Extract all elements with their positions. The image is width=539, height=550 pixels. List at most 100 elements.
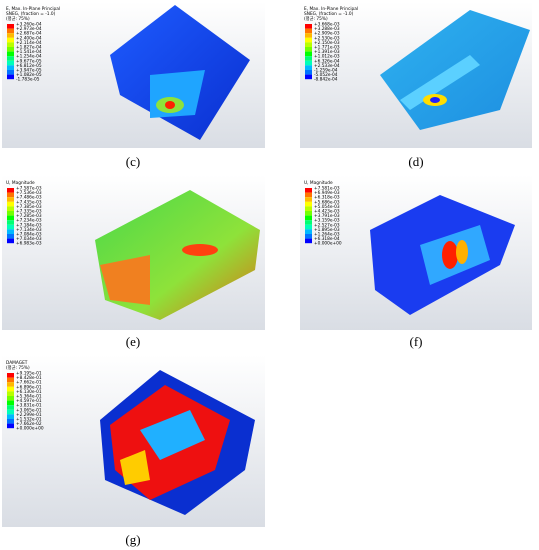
legend-value: +9.677e-05 bbox=[16, 58, 42, 64]
legend-swatch bbox=[305, 206, 312, 211]
legend-value: +3.791e-03 bbox=[314, 213, 340, 219]
legend-swatch bbox=[7, 201, 14, 207]
legend-title: U, Magnitude bbox=[304, 180, 333, 186]
legend-swatch bbox=[7, 405, 14, 410]
legend-value: +1.532e-01 bbox=[16, 417, 42, 423]
legend-swatch bbox=[7, 373, 14, 378]
legend-swatch bbox=[7, 409, 14, 415]
legend-value: +3.159e-03 bbox=[314, 218, 340, 224]
legend-swatch bbox=[7, 386, 14, 392]
legend-value: +7.587e-03 bbox=[16, 186, 42, 192]
legend-title: (평균: 75%) bbox=[6, 15, 30, 22]
legend-swatch bbox=[7, 391, 14, 396]
legend-swatch bbox=[7, 211, 14, 216]
legend-value: +7.662e-01 bbox=[16, 380, 42, 386]
legend-swatch bbox=[7, 396, 14, 401]
legend-value: +2.299e-01 bbox=[16, 412, 42, 418]
legend: U, Magnitude+7.587e-03+7.536e-03+7.486e-… bbox=[6, 180, 42, 247]
legend-value: +2.114e-04 bbox=[16, 40, 42, 46]
legend-swatch bbox=[305, 33, 312, 38]
legend-swatch bbox=[305, 201, 312, 207]
legend-title: E, Max. In-Plane Principal bbox=[304, 6, 358, 12]
legend-swatch bbox=[7, 192, 14, 198]
legend-value: +6.812e-05 bbox=[16, 63, 42, 69]
legend-value: +0.000e+00 bbox=[16, 426, 44, 432]
legend-swatch bbox=[7, 382, 14, 387]
legend-title: E, Max. In-Plane Principal bbox=[6, 6, 60, 12]
panel-label: (d) bbox=[408, 154, 423, 169]
legend-swatch bbox=[7, 206, 14, 211]
legend-value: +6.896e-01 bbox=[16, 384, 42, 390]
legend-swatch bbox=[305, 234, 312, 239]
legend-title: (평균: 75%) bbox=[304, 15, 328, 22]
legend-swatch bbox=[305, 197, 312, 202]
legend-value: +1.895e-03 bbox=[314, 227, 340, 233]
model-d bbox=[380, 10, 530, 130]
legend-value: +7.435e-03 bbox=[16, 199, 42, 205]
legend-title: (평균: 75%) bbox=[6, 364, 30, 371]
legend-value: +9.195e-01 bbox=[16, 371, 42, 377]
legend-swatch bbox=[7, 215, 14, 221]
legend-swatch bbox=[7, 377, 14, 383]
legend-value: +7.285e-03 bbox=[16, 213, 42, 219]
legend-value: +6.983e-03 bbox=[16, 241, 42, 247]
legend-value: +4.423e-03 bbox=[314, 209, 340, 215]
legend-value: +7.385e-03 bbox=[16, 204, 42, 210]
legend-value: +7.034e-03 bbox=[16, 236, 42, 242]
legend-value: -8.842e-04 bbox=[314, 77, 338, 83]
legend-swatch bbox=[7, 56, 14, 61]
panel-label: (f) bbox=[410, 334, 423, 349]
legend-swatch bbox=[7, 37, 14, 43]
legend-swatch bbox=[305, 51, 312, 57]
legend-value: +1.254e-04 bbox=[16, 54, 42, 60]
legend-value: +7.581e-03 bbox=[314, 186, 340, 192]
legend-swatch bbox=[7, 197, 14, 202]
legend-swatch bbox=[305, 188, 312, 193]
legend-swatch bbox=[305, 56, 312, 61]
legend-swatch bbox=[305, 74, 312, 80]
legend-swatch bbox=[7, 220, 14, 225]
legend-value: +6.326e-04 bbox=[314, 58, 340, 64]
legend-value: +3.947e-05 bbox=[16, 68, 42, 74]
legend-value: +4.597e-01 bbox=[16, 398, 42, 404]
legend-swatch bbox=[305, 42, 312, 47]
legend-swatch bbox=[305, 60, 312, 66]
legend-swatch bbox=[305, 70, 312, 75]
legend-value: +5.054e-03 bbox=[314, 204, 340, 210]
legend-swatch bbox=[7, 188, 14, 193]
legend-value: +1.827e-04 bbox=[16, 45, 42, 51]
legend-value: +1.082e-05 bbox=[16, 72, 42, 78]
legend-value: +0.000e+00 bbox=[314, 241, 342, 247]
legend-value: +7.234e-03 bbox=[16, 218, 42, 224]
legend-swatch bbox=[7, 60, 14, 66]
legend-value: +1.012e-03 bbox=[314, 54, 340, 60]
legend-value: +5.686e-03 bbox=[314, 199, 340, 205]
legend-value: +7.084e-03 bbox=[16, 232, 42, 238]
legend-swatch bbox=[7, 42, 14, 47]
legend-swatch bbox=[305, 220, 312, 225]
legend-value: +3.260e-04 bbox=[16, 22, 42, 28]
legend-value: +2.973e-04 bbox=[16, 26, 42, 32]
legend-value: +8.428e-01 bbox=[16, 375, 42, 381]
legend-value: +7.134e-03 bbox=[16, 227, 42, 233]
legend-value: +2.400e-04 bbox=[16, 35, 42, 41]
legend-value: +2.533e-04 bbox=[314, 63, 340, 69]
legend-swatch bbox=[7, 238, 14, 244]
legend-swatch bbox=[305, 215, 312, 221]
legend-value: +1.391e-03 bbox=[314, 49, 340, 55]
legend-swatch bbox=[305, 211, 312, 216]
legend-swatch bbox=[305, 47, 312, 52]
legend-title: DAMAGET bbox=[6, 360, 28, 366]
legend-swatch bbox=[7, 419, 14, 424]
legend-swatch bbox=[7, 229, 14, 234]
legend-swatch bbox=[305, 192, 312, 198]
legend-swatch bbox=[7, 400, 14, 406]
legend-value: +2.687e-04 bbox=[16, 31, 42, 37]
legend-swatch bbox=[7, 224, 14, 230]
legend-value: -5.052e-04 bbox=[314, 72, 338, 78]
legend-value: +6.130e-01 bbox=[16, 389, 42, 395]
